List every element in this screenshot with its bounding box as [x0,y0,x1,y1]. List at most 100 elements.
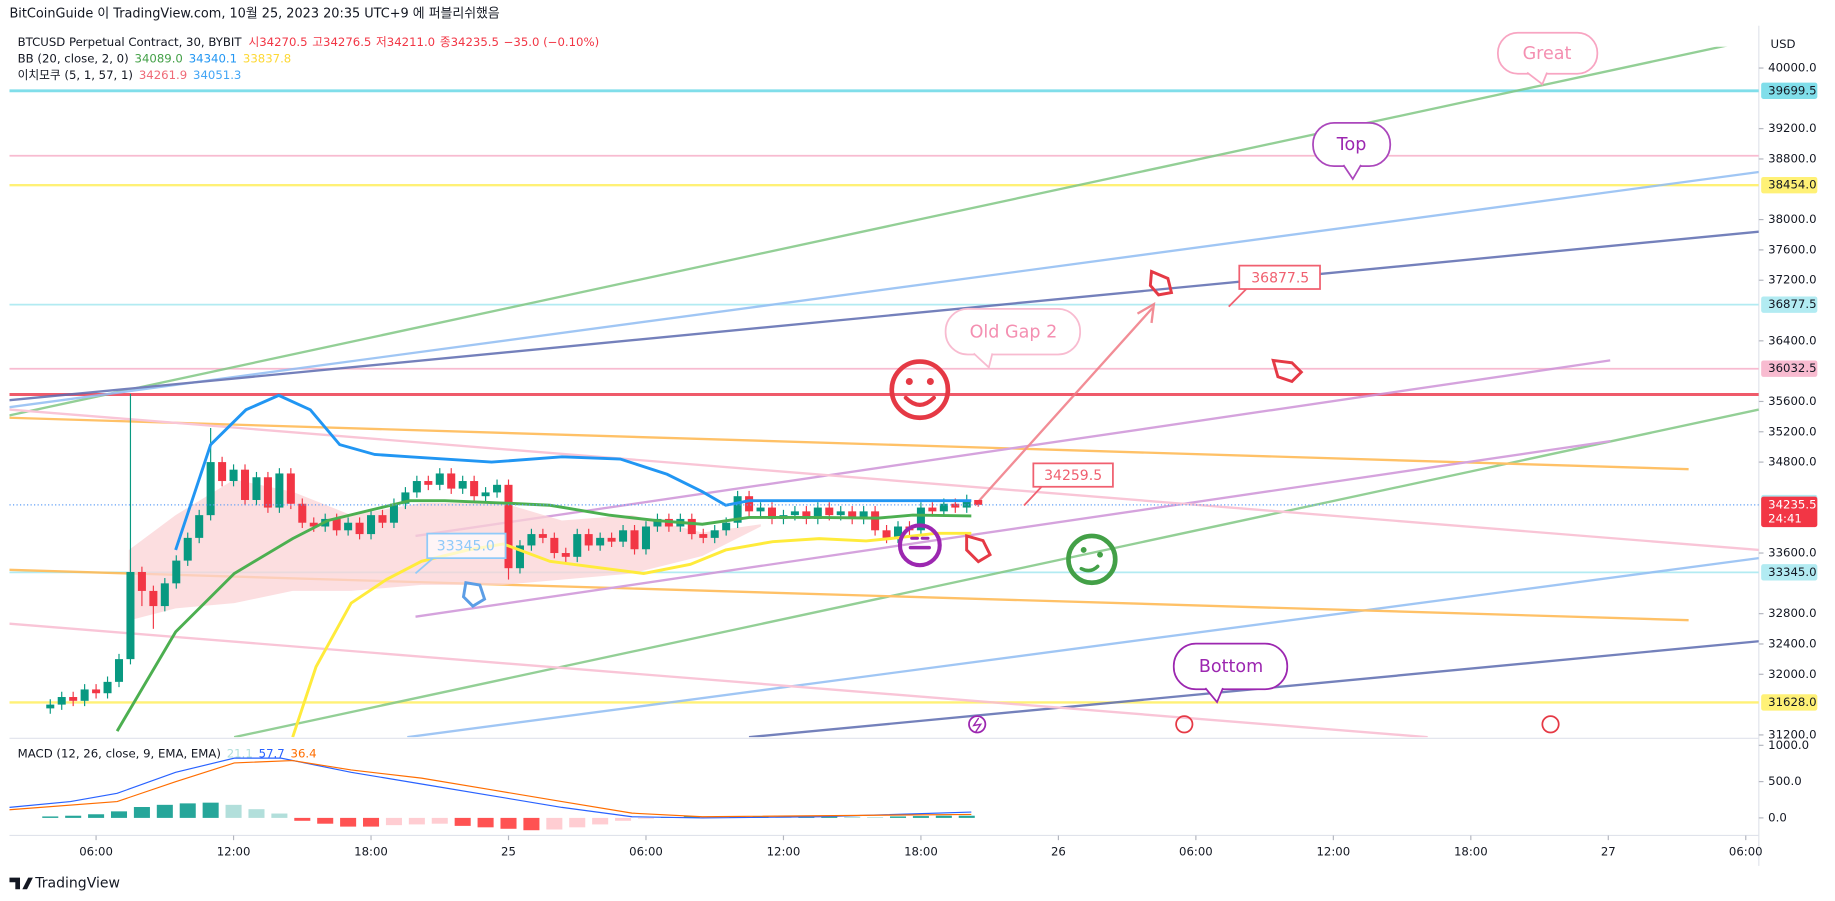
macd-histogram-bar [912,816,929,818]
candle-body [962,499,971,508]
macd-histogram-bar [958,815,975,818]
macd-histogram-bar [317,817,334,824]
macd-histogram-bar [867,817,884,818]
candle-body [538,534,547,538]
candle-body [481,492,490,497]
indicator-name: 이치모쿠 (5, 1, 57, 1) [18,67,133,81]
y-tick-label: 32000.0 [1768,667,1816,681]
y-tick-label: 38000.0 [1768,212,1816,226]
candle-body [687,518,696,535]
indicator-value: 34340.1 [189,51,237,65]
hand-icon [1271,358,1304,384]
candle-body [172,560,181,584]
macd-histogram-bar [477,817,494,828]
candle-body [756,507,765,512]
candle-body [641,526,650,550]
hand-icon [1148,269,1174,297]
callout-text: Top [1336,135,1367,155]
macd-histogram-bar [110,811,128,818]
price-label: 31628.0 [1768,695,1816,709]
candle-body [630,530,639,550]
macd-line [9,757,972,819]
macd-histogram-bar [615,817,632,821]
trend-line [9,416,1689,471]
candle-body [252,477,261,500]
levels [9,89,1759,704]
tv-logo [9,877,33,890]
trend-line [415,439,1611,618]
axes: 40000.0 39200.0 38800.0 38000.0 37600.0 37200… [79,61,1818,858]
event-bolt [972,717,983,733]
price-note-pointer [414,557,434,575]
x-tick-label: 26 [1051,844,1066,858]
indicator-line [115,499,972,732]
x-tick-label: 06:00 [1179,844,1213,858]
macd-histogram-bar [294,817,311,821]
event-icon[interactable] [1541,715,1560,734]
candle-body [859,511,868,519]
price-label: 36032.5 [1768,361,1816,375]
candle-body [504,484,513,569]
x-tick-label: 12:00 [767,844,801,858]
tilted-eye [1097,551,1103,558]
x-tick-label: 18:00 [1454,844,1488,858]
symbol-legend: BTCUSD Perpetual Contract, 30, BYBIT 시342… [18,35,600,49]
price-note: 36877.5 [1251,270,1309,286]
macd-histogram-bar [569,817,586,828]
last-price-box [1761,496,1818,528]
y-tick-label: 32400.0 [1768,636,1816,650]
candle-body [206,462,215,516]
hand-icon [461,581,487,608]
last-price-label: 34235.5 [1768,497,1816,511]
change: −35.0 (−0.10%) [504,35,600,49]
candle-body [103,681,112,694]
callout-box [1497,31,1599,75]
x-tick-label: 18:00 [354,844,388,858]
macd-tick-label: 500.0 [1768,774,1801,788]
event-icon[interactable] [1175,715,1194,734]
smiley-eye [926,377,934,385]
candle-body [951,503,960,508]
arrow-head [1136,302,1156,324]
candle-body [344,522,353,531]
y-tick-label: 34800.0 [1768,455,1816,469]
candle-body [515,545,524,569]
candle-body [378,515,387,523]
hand-icon [965,533,992,564]
y-tick-label: 40000.0 [1768,61,1816,75]
event-icon[interactable] [968,715,987,734]
macd-histogram-bar [42,816,59,818]
candle-body [424,481,433,485]
candle-body [149,590,158,607]
macd-histogram-bar [65,815,82,818]
callout-text: Old Gap 2 [970,322,1058,342]
callout-text: Great [1523,44,1572,64]
macd-line [9,759,972,818]
candle-body [619,530,628,542]
candle-body [790,511,799,516]
price-label-box [1761,296,1818,313]
candle-body [653,518,662,527]
candle-body [802,511,811,519]
macd-pane [9,757,975,831]
candle-body [57,697,66,705]
price-note-box [1032,462,1114,488]
callout-tail [973,352,994,370]
candle-body [584,534,593,546]
smiley-mouth [903,395,936,407]
macd-tick-label: 0.0 [1768,810,1787,824]
candle-body [241,469,250,500]
currency[interactable]: USD [1771,37,1796,51]
y-tick-label: 32800.0 [1768,606,1816,620]
candle-body [527,534,536,546]
indicator-value: 36.4 [291,746,317,760]
price-note: 33345.0 [437,538,495,554]
macd-histogram-bar [500,817,517,829]
macd-histogram-bar [88,814,105,818]
candle-body [767,507,777,519]
y-tick-label: 36400.0 [1768,333,1816,347]
x-tick-label: 06:00 [79,844,113,858]
callouts: Great Top Old Gap 2 Bottom 36877.5 34259… [414,31,1599,704]
